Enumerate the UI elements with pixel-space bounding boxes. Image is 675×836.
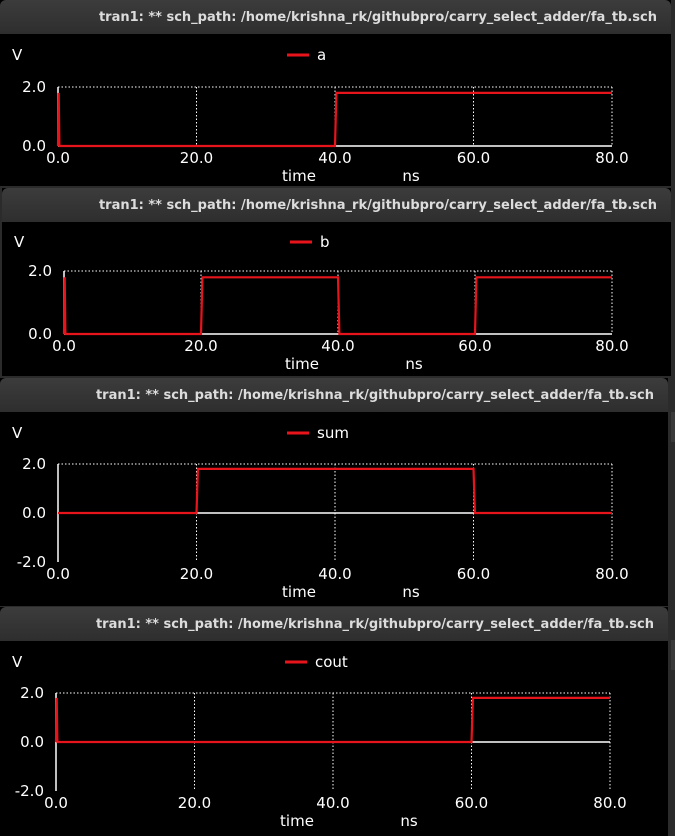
x-tick-label: 20.0 bbox=[180, 149, 213, 167]
legend-label: sum bbox=[317, 424, 349, 442]
waveform-window-a: tran1: ** sch_path: /home/krishna_rk/git… bbox=[0, 0, 671, 186]
window-titlebar[interactable]: tran1: ** sch_path: /home/krishna_rk/git… bbox=[0, 0, 671, 34]
waveform-window-b: tran1: ** sch_path: /home/krishna_rk/git… bbox=[2, 188, 671, 376]
x-tick-label: 60.0 bbox=[455, 794, 488, 812]
waveform-window-cout: tran1: ** sch_path: /home/krishna_rk/git… bbox=[0, 607, 668, 836]
legend-label: a bbox=[317, 46, 326, 64]
y-tick-label: 2.0 bbox=[22, 455, 46, 473]
window-title: tran1: ** sch_path: /home/krishna_rk/git… bbox=[95, 387, 654, 403]
y-tick-label: 2.0 bbox=[28, 262, 52, 280]
x-tick-label: 80.0 bbox=[593, 794, 626, 812]
window-edge bbox=[671, 412, 675, 442]
y-axis-label: V bbox=[12, 653, 23, 671]
y-tick-label: 2.0 bbox=[20, 684, 44, 702]
x-tick-label: 60.0 bbox=[458, 337, 491, 355]
x-tick-label: 20.0 bbox=[184, 337, 217, 355]
window-title: tran1: ** sch_path: /home/krishna_rk/git… bbox=[95, 616, 654, 632]
window-title: tran1: ** sch_path: /home/krishna_rk/git… bbox=[98, 197, 657, 213]
x-tick-label: 80.0 bbox=[595, 337, 628, 355]
x-tick-label: 0.0 bbox=[44, 794, 68, 812]
x-tick-label: 60.0 bbox=[457, 149, 490, 167]
y-tick-label: 0.0 bbox=[20, 733, 44, 751]
x-tick-label: 80.0 bbox=[595, 565, 628, 583]
y-axis-label: V bbox=[12, 46, 23, 64]
y-axis-label: V bbox=[14, 233, 25, 251]
signal-trace bbox=[54, 696, 610, 744]
x-axis-unit: ns bbox=[405, 355, 423, 373]
x-axis-unit: ns bbox=[402, 167, 420, 185]
y-tick-label: 0.0 bbox=[22, 137, 46, 155]
x-tick-label: 40.0 bbox=[321, 337, 354, 355]
y-tick-label: 2.0 bbox=[22, 78, 46, 96]
x-tick-label: 20.0 bbox=[178, 794, 211, 812]
window-titlebar[interactable]: tran1: ** sch_path: /home/krishna_rk/git… bbox=[0, 607, 668, 641]
x-axis-label: time bbox=[282, 583, 316, 601]
x-tick-label: 40.0 bbox=[318, 565, 351, 583]
x-axis-label: time bbox=[280, 812, 314, 830]
y-tick-label: -2.0 bbox=[17, 553, 46, 571]
x-tick-label: 40.0 bbox=[316, 794, 349, 812]
y-axis-label: V bbox=[12, 424, 23, 442]
y-tick-label: -2.0 bbox=[15, 782, 44, 800]
signal-trace bbox=[58, 467, 612, 515]
signal-trace bbox=[56, 91, 612, 148]
x-tick-label: 40.0 bbox=[318, 149, 351, 167]
y-tick-label: 0.0 bbox=[28, 325, 52, 343]
window-edge bbox=[671, 640, 675, 670]
waveform-window-sum: tran1: ** sch_path: /home/krishna_rk/git… bbox=[0, 378, 668, 606]
x-axis-label: time bbox=[282, 167, 316, 185]
window-titlebar[interactable]: tran1: ** sch_path: /home/krishna_rk/git… bbox=[0, 378, 668, 412]
x-tick-label: 80.0 bbox=[595, 149, 628, 167]
legend-label: cout bbox=[315, 653, 348, 671]
y-tick-label: 0.0 bbox=[22, 504, 46, 522]
legend-label: b bbox=[320, 233, 330, 251]
x-tick-label: 0.0 bbox=[46, 149, 70, 167]
x-tick-label: 20.0 bbox=[180, 565, 213, 583]
x-tick-label: 60.0 bbox=[457, 565, 490, 583]
x-axis-label: time bbox=[285, 355, 319, 373]
window-titlebar[interactable]: tran1: ** sch_path: /home/krishna_rk/git… bbox=[2, 188, 671, 222]
x-axis-unit: ns bbox=[402, 583, 420, 601]
x-axis-unit: ns bbox=[400, 812, 418, 830]
x-tick-label: 0.0 bbox=[46, 565, 70, 583]
x-tick-label: 0.0 bbox=[52, 337, 76, 355]
window-title: tran1: ** sch_path: /home/krishna_rk/git… bbox=[98, 9, 657, 25]
signal-trace bbox=[62, 276, 612, 336]
